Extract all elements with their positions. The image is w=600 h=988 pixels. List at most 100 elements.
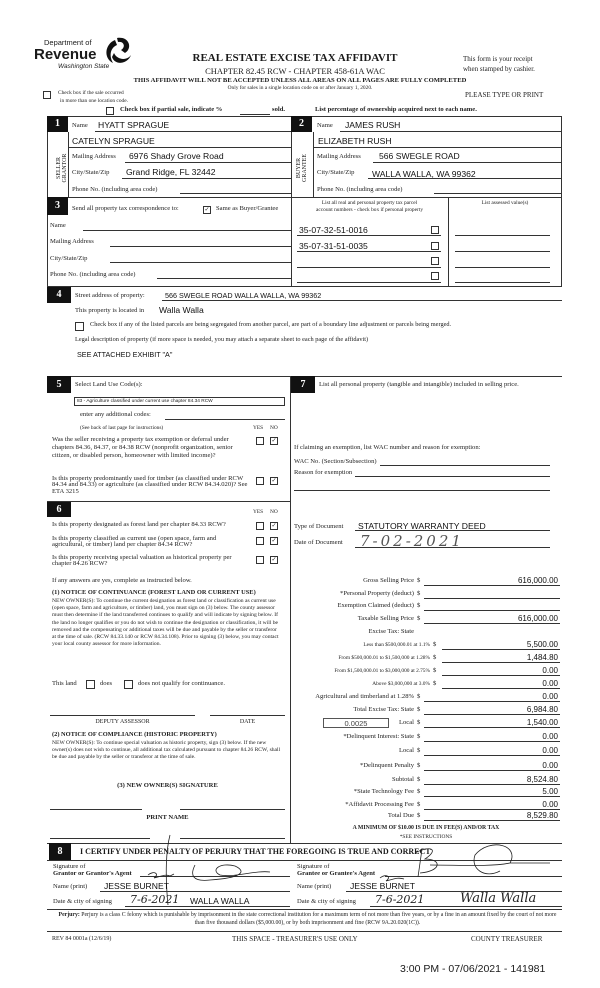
multi-location-checkbox[interactable] (43, 91, 51, 99)
personal-property-checkbox-1[interactable] (431, 226, 439, 234)
tax-field-line (424, 755, 560, 756)
grantor-name-value[interactable]: JESSE BURNET (104, 881, 169, 891)
reason-field[interactable] (355, 476, 550, 477)
new-owner-signature-line-1[interactable] (50, 809, 142, 810)
reason-field-2[interactable] (294, 490, 550, 491)
personal-property-checkbox-2[interactable] (431, 242, 439, 250)
land-use-code-select[interactable]: 83 - Agriculture classified under curren… (74, 397, 285, 406)
tax-row-value[interactable]: 0.00 (542, 800, 558, 809)
buyer-city-label: City/State/Zip (317, 169, 355, 176)
exemption-question: Was the seller receiving a property tax … (52, 436, 233, 459)
additional-codes-field[interactable] (165, 419, 285, 420)
current-use-no-checkbox[interactable] (270, 537, 278, 545)
assessed-value-field-3[interactable] (455, 267, 550, 268)
seller-name-2[interactable]: CATELYN SPRAGUE (72, 136, 155, 146)
buyer-mailing-value[interactable]: 566 SWEGLE ROAD (379, 151, 460, 161)
tax-row-value[interactable]: 8,529.80 (526, 811, 558, 820)
tax-row-value[interactable]: 8,524.80 (526, 775, 558, 784)
currency-symbol: $ (417, 615, 421, 622)
seller-city-value[interactable]: Grand Ridge, FL 32442 (126, 167, 216, 177)
land-does-not-checkbox[interactable] (124, 680, 133, 689)
historic-no-checkbox[interactable] (270, 556, 278, 564)
partial-sale-checkbox[interactable] (106, 107, 114, 115)
section7-top-border (290, 376, 562, 377)
street-address-value[interactable]: 566 SWEGLE ROAD WALLA WALLA, WA 99362 (165, 291, 322, 300)
seller-name-1[interactable]: HYATT SPRAGUE (98, 120, 170, 130)
timber-yes-checkbox[interactable] (256, 477, 264, 485)
tax-row-value[interactable]: 1,484.80 (526, 653, 558, 662)
tax-row-value[interactable]: 0.00 (542, 746, 558, 755)
s3-mailing-field[interactable] (110, 246, 291, 247)
grantor-name-label: Name (print) (53, 883, 88, 890)
parcel-number-2[interactable]: 35-07-31-51-0035 (299, 241, 368, 251)
new-owner-signature-line-2[interactable] (180, 809, 285, 810)
buyer-city-value[interactable]: WALLA WALLA, WA 99362 (372, 169, 476, 179)
historic-yes-checkbox[interactable] (256, 556, 264, 564)
buyer-phone-field[interactable] (434, 193, 562, 194)
grantor-date-value[interactable]: 7-6-2021 (130, 893, 180, 906)
doc-type-value[interactable]: STATUTORY WARRANTY DEED (358, 521, 486, 531)
tax-row-value[interactable]: 1,540.00 (526, 718, 558, 727)
notice-compliance-text: NEW OWNER(S): To continue special valuat… (52, 740, 281, 761)
exemption-no-checkbox[interactable] (270, 437, 278, 445)
partial-percent-field[interactable] (240, 114, 270, 115)
grantee-date-value[interactable]: 7-6-2021 (375, 893, 425, 906)
forest-yes-checkbox[interactable] (256, 522, 264, 530)
tax-row-value[interactable]: 0.00 (542, 666, 558, 675)
tax-row-value[interactable]: 616,000.00 (517, 576, 558, 585)
assessed-value-field-4[interactable] (455, 282, 550, 283)
forest-no-checkbox[interactable] (270, 522, 278, 530)
tax-row-value[interactable]: 5,500.00 (526, 640, 558, 649)
timber-no-checkbox[interactable] (270, 477, 278, 485)
seller-phone-label: Phone No. (including area code) (72, 186, 158, 193)
tax-field-line (424, 714, 560, 715)
buyer-name-2[interactable]: ELIZABETH RUSH (318, 136, 392, 146)
assessed-value-field-2[interactable] (455, 251, 550, 252)
s3-phone-field[interactable] (157, 278, 291, 279)
deputy-assessor-signature-line[interactable] (50, 715, 195, 716)
tax-row-value[interactable]: 6,984.80 (526, 705, 558, 714)
local-rate-box[interactable]: 0.0025 (323, 718, 389, 728)
parcel-number-1[interactable]: 35-07-32-51-0016 (299, 225, 368, 235)
assessor-date-line[interactable] (210, 715, 285, 716)
segregated-checkbox[interactable] (75, 322, 84, 331)
personal-property-checkbox-3[interactable] (431, 257, 439, 265)
section8-top-border (47, 843, 562, 844)
tax-row-value[interactable]: 616,000.00 (517, 614, 558, 623)
grantor-signature-field[interactable] (140, 876, 290, 877)
tax-row-value[interactable]: 0.00 (542, 679, 558, 688)
legal-description-value[interactable]: SEE ATTACHED EXHIBIT "A" (77, 350, 173, 359)
same-as-buyer-checkbox[interactable] (203, 206, 211, 214)
tax-row-value[interactable]: 0.00 (542, 692, 558, 701)
grantor-city-value[interactable]: WALLA WALLA (190, 896, 250, 906)
field-line (297, 282, 441, 283)
assessed-value-field-1[interactable] (455, 235, 550, 236)
land-does-checkbox[interactable] (86, 680, 95, 689)
grantee-city-value[interactable]: Walla Walla (460, 891, 537, 906)
s3-name-field[interactable] (83, 230, 291, 231)
current-use-yes-checkbox[interactable] (256, 537, 264, 545)
located-in-value[interactable]: Walla Walla (159, 305, 204, 315)
grantor-signature-label-2: Grantor or Grantor's Agent (53, 869, 132, 877)
doc-date-value[interactable]: 7-02-2021 (360, 532, 464, 550)
field-line (68, 147, 291, 148)
form-subtitle: CHAPTER 82.45 RCW - CHAPTER 458-61A WAC (205, 66, 385, 76)
grantee-name-label: Name (print) (297, 883, 332, 890)
date-label: DATE (239, 719, 256, 725)
buyer-name-1[interactable]: JAMES RUSH (345, 120, 401, 130)
tax-row-value[interactable]: 0.00 (542, 732, 558, 741)
print-name-line-1[interactable] (50, 838, 150, 839)
tax-row-value[interactable]: 5.00 (542, 787, 558, 796)
exemption-yes-checkbox[interactable] (256, 437, 264, 445)
grantee-signature-field[interactable] (385, 876, 562, 877)
wac-field[interactable] (380, 465, 550, 466)
grantee-name-value[interactable]: JESSE BURNET (350, 881, 415, 891)
print-name-line-2[interactable] (180, 838, 285, 839)
field-line (355, 530, 550, 531)
seller-phone-field[interactable] (180, 193, 291, 194)
tax-row-value[interactable]: 0.00 (542, 761, 558, 770)
s3-city-field[interactable] (110, 262, 291, 263)
personal-property-checkbox-4[interactable] (431, 272, 439, 280)
seller-mailing-value[interactable]: 6976 Shady Grove Road (129, 151, 224, 161)
buyer-side-label: BUYER GRANTEE (296, 154, 308, 182)
